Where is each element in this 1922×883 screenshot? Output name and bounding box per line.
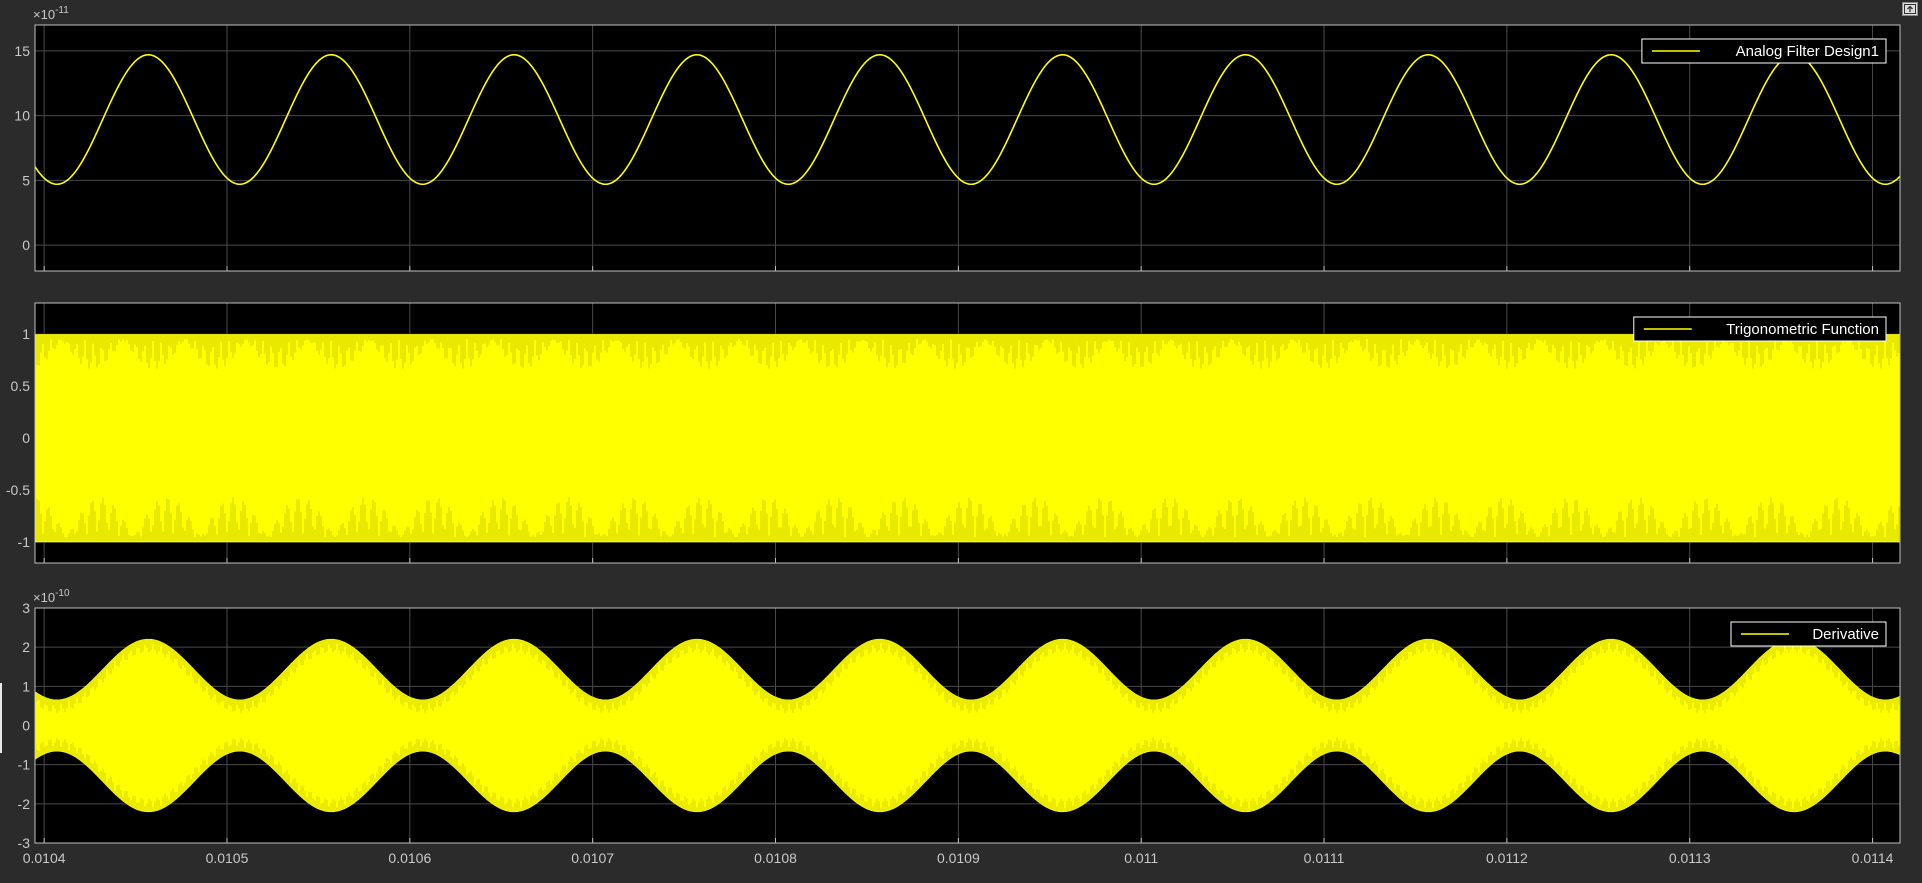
x-tick-label: 0.0107	[571, 850, 614, 866]
legend[interactable]: Derivative	[1730, 621, 1887, 647]
y-tick-label: -0.5	[6, 482, 30, 498]
legend-label: Analog Filter Design1	[1736, 43, 1879, 60]
x-tick-label: 0.0112	[1486, 850, 1528, 866]
x-tick-label: 0.011	[1124, 850, 1158, 866]
x-tick-label: 0.0111	[1304, 850, 1345, 866]
y-tick-label: 3	[22, 600, 30, 616]
undock-button[interactable]	[1902, 2, 1918, 16]
y-exponent-label: ×10-11	[33, 5, 69, 22]
y-tick-label: 0	[22, 237, 30, 253]
undock-icon	[1904, 4, 1916, 14]
y-exponent-label: ×10-10	[33, 588, 70, 605]
y-tick-label: 1	[22, 678, 30, 694]
trace-derivative-texture	[35, 639, 1900, 812]
y-tick-label: 2	[22, 639, 30, 655]
axes-2[interactable]: -1 -0.5 0 0.5 1 Trigonometric Function	[6, 302, 1901, 564]
y-tick-label: 0.5	[11, 378, 31, 394]
x-tick-label: 0.0108	[754, 850, 797, 866]
y-tick-label: -1	[18, 534, 31, 550]
x-tick-label: 0.0104	[23, 850, 66, 866]
axes-1[interactable]: 0 5 10 15 ×10-11 Analog Filter Design1	[14, 5, 1901, 272]
axes-frame	[34, 302, 1901, 564]
left-panel-tab[interactable]	[0, 683, 2, 753]
legend-label: Derivative	[1812, 626, 1879, 643]
x-tick-label: 0.0114	[1852, 850, 1894, 866]
x-tick-label: 0.0106	[388, 850, 431, 866]
y-tick-label: 0	[22, 430, 30, 446]
legend[interactable]: Analog Filter Design1	[1641, 38, 1887, 64]
axes-frame	[34, 24, 1901, 272]
y-tick-label: 0	[22, 718, 30, 734]
legend[interactable]: Trigonometric Function	[1633, 316, 1887, 342]
trace-derivative	[35, 638, 1900, 813]
y-tick-label: 15	[14, 43, 30, 59]
axes-3[interactable]: -3 -2 -1 0 1 2 3×10-10 0.0104 0.0105 0.0106 0.0107…	[18, 588, 1901, 866]
y-tick-label: -2	[18, 796, 31, 812]
trace-analog-filter-design1	[35, 53, 1900, 186]
y-tick-label: -3	[18, 835, 31, 851]
trace-trigonometric-function	[35, 334, 1900, 543]
x-tick-label: 0.0113	[1669, 850, 1711, 866]
x-tick-label: 0.0105	[206, 850, 249, 866]
trace-trigonometric-function-texture	[35, 335, 1900, 542]
legend-label: Trigonometric Function	[1726, 321, 1879, 338]
y-tick-label: 1	[22, 326, 30, 342]
axes-background	[35, 25, 1900, 271]
y-tick-label: -1	[18, 757, 31, 773]
axes-frame	[34, 607, 1901, 844]
y-tick-label: 10	[14, 108, 30, 124]
x-tick-label: 0.0109	[937, 850, 980, 866]
y-tick-label: 5	[22, 172, 30, 188]
